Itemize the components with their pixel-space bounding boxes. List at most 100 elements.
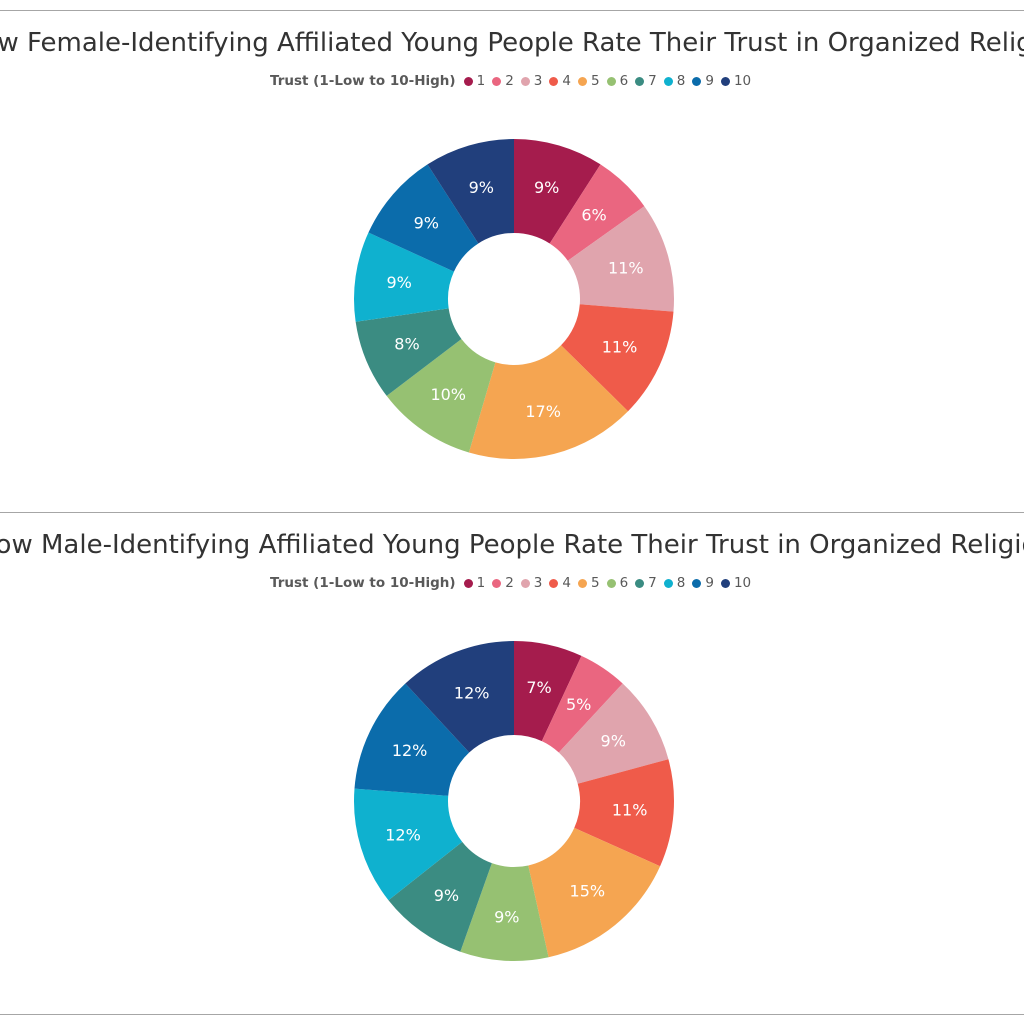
chart-title: How Female-Identifying Affiliated Young … [0, 28, 1024, 58]
legend-item-10: 10 [720, 575, 752, 591]
donut-slice-6 [460, 863, 549, 961]
bottom-divider [0, 1014, 1024, 1015]
legend-swatch [577, 578, 587, 588]
data-label-6: 9% [494, 907, 519, 926]
middle-divider [0, 512, 1024, 513]
legend-items: 1 2 3 4 5 6 7 8 9 10 [463, 73, 759, 89]
female-trust-chart-panel: How Female-Identifying Affiliated Young … [0, 10, 1024, 512]
legend-item-6: 6 [606, 73, 629, 89]
donut-slice-3 [558, 683, 669, 784]
data-label-3: 11% [608, 259, 644, 278]
legend-item-10: 10 [720, 73, 752, 89]
data-label-7: 9% [434, 886, 459, 905]
legend-label: 2 [505, 73, 514, 89]
donut-chart: 7% 5% 9% 11% 15% 9% 9% 12% 12% 12% [354, 641, 674, 961]
legend-swatch [606, 578, 616, 588]
legend-item-2: 2 [492, 575, 514, 591]
data-label-1: 7% [526, 678, 551, 697]
donut-slice-5 [528, 827, 661, 958]
legend-item-6: 6 [606, 575, 628, 591]
legend-swatch [692, 76, 702, 86]
legend-item-3: 3 [520, 73, 542, 89]
donut-slice-4 [574, 759, 674, 867]
legend-item-5: 5 [577, 73, 600, 89]
legend-label: 9 [705, 73, 714, 89]
data-label-3: 9% [601, 731, 626, 750]
legend-label: 8 [676, 575, 686, 591]
legend-item-9: 9 [692, 575, 714, 591]
legend-label: 1 [476, 575, 486, 591]
legend-label: 9 [705, 575, 714, 591]
legend-label: 4 [562, 575, 571, 591]
donut-slice-8 [354, 232, 454, 322]
donut-slice-6 [386, 338, 496, 453]
legend-item-8: 8 [663, 73, 686, 89]
legend-item-7: 7 [635, 73, 657, 89]
data-label-7: 8% [394, 334, 419, 353]
legend-label: 10 [733, 575, 752, 591]
data-label-5: 15% [570, 881, 606, 900]
data-label-9: 12% [392, 741, 428, 760]
donut-slice-2 [541, 655, 623, 753]
data-label-6: 10% [430, 385, 466, 404]
legend-swatch [663, 76, 673, 86]
donut-slice-4 [561, 304, 674, 412]
legend-swatch [463, 578, 473, 588]
data-label-2: 6% [581, 206, 606, 225]
legend-label: 3 [533, 575, 543, 591]
legend-swatch [549, 76, 559, 86]
data-label-2: 5% [566, 695, 591, 714]
legend-swatch [635, 578, 645, 588]
chart-legend: Trust (1-Low to 10-High) 1 2 3 4 5 6 7 8 9 10 [270, 73, 758, 89]
data-label-1: 9% [534, 178, 559, 197]
male-trust-chart-panel: How Male-Identifying Affiliated Young Pe… [0, 512, 1024, 1014]
donut-slice-9 [368, 164, 479, 272]
donut-slice-9 [354, 683, 470, 796]
legend-item-9: 9 [692, 73, 714, 89]
legend-item-5: 5 [577, 575, 600, 591]
donut-slice-5 [468, 345, 629, 459]
legend-items: 1 2 3 4 5 6 7 8 9 10 [463, 575, 759, 591]
legend-title: Trust (1-Low to 10-High) [270, 575, 456, 591]
data-label-10: 12% [454, 683, 490, 702]
data-label-9: 9% [414, 214, 439, 233]
chart-legend: Trust (1-Low to 10-High) 1 2 3 4 5 6 7 8 9 10 [270, 575, 758, 591]
legend-label: 2 [505, 575, 514, 591]
legend-swatch [549, 578, 559, 588]
legend-label: 6 [619, 73, 629, 89]
legend-label: 8 [676, 73, 686, 89]
donut-slice-1 [514, 139, 601, 244]
legend-label: 1 [476, 73, 486, 89]
donut-slice-2 [549, 164, 645, 261]
donut-slice-10 [405, 641, 514, 753]
data-label-5: 17% [525, 402, 561, 421]
legend-item-4: 4 [549, 575, 571, 591]
data-label-8: 9% [386, 273, 411, 292]
legend-item-1: 1 [463, 575, 486, 591]
top-divider [0, 10, 1024, 11]
donut-slice-3 [567, 206, 674, 312]
legend-swatch [463, 76, 473, 86]
legend-title: Trust (1-Low to 10-High) [270, 73, 456, 89]
chart-title: How Male-Identifying Affiliated Young Pe… [0, 530, 1024, 560]
legend-swatch [663, 578, 673, 588]
legend-swatch [492, 76, 502, 86]
legend-label: 5 [590, 575, 600, 591]
legend-swatch [720, 76, 730, 86]
data-label-10: 9% [469, 178, 494, 197]
legend-item-8: 8 [663, 575, 686, 591]
legend-swatch [720, 578, 730, 588]
legend-label: 10 [733, 73, 752, 89]
donut-slice-8 [354, 788, 463, 901]
legend-item-3: 3 [520, 575, 543, 591]
legend-item-1: 1 [463, 73, 486, 89]
legend-swatch [692, 578, 702, 588]
legend-item-7: 7 [635, 575, 657, 591]
legend-swatch [606, 76, 616, 86]
legend-item-2: 2 [492, 73, 514, 89]
data-label-4: 11% [612, 801, 648, 820]
legend-swatch [577, 76, 587, 86]
legend-swatch [635, 76, 645, 86]
legend-label: 7 [648, 73, 657, 89]
legend-label: 7 [648, 575, 657, 591]
